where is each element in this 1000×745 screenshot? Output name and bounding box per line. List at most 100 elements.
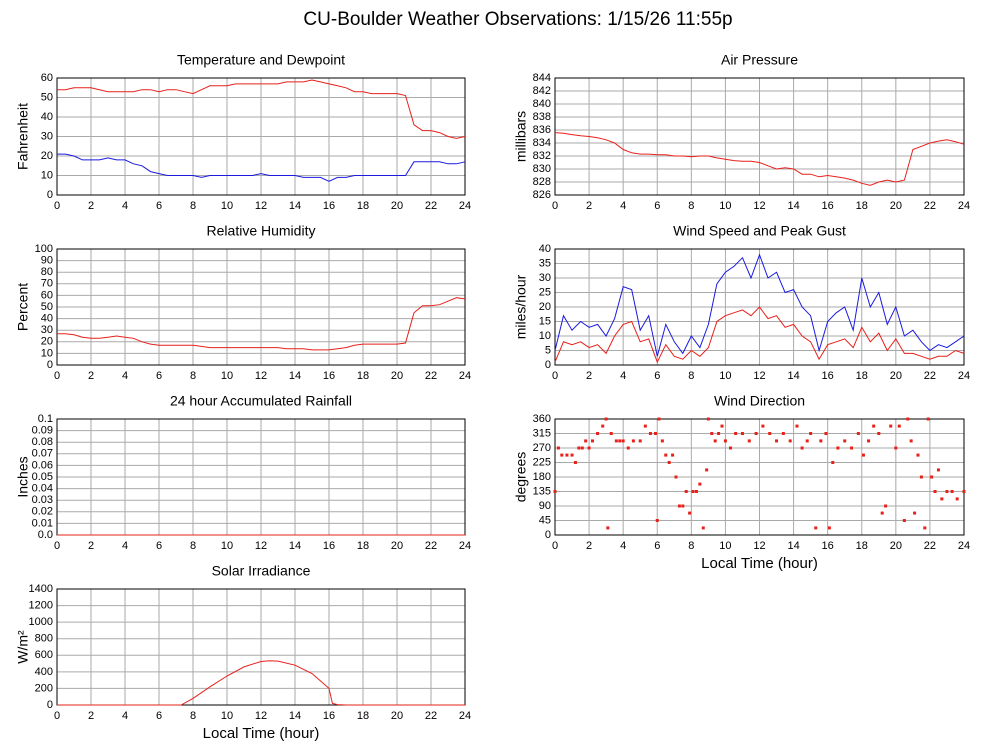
x-tick-label: 6 bbox=[654, 370, 660, 382]
data-point bbox=[902, 519, 906, 522]
x-tick-label: 20 bbox=[391, 200, 403, 212]
x-tick-label: 16 bbox=[323, 540, 335, 552]
y-tick-label: 0.04 bbox=[32, 483, 53, 495]
y-tick-label: 832 bbox=[533, 150, 551, 162]
x-tick-label: 2 bbox=[88, 200, 94, 212]
data-point bbox=[664, 453, 668, 457]
x-tick-label: 18 bbox=[357, 710, 369, 722]
y-tick-label: 0.1 bbox=[38, 413, 53, 425]
data-point bbox=[573, 461, 577, 464]
y-tick-label: 836 bbox=[533, 124, 551, 136]
y-tick-label: 45 bbox=[539, 514, 551, 526]
data-point bbox=[889, 424, 893, 428]
x-tick-label: 16 bbox=[822, 370, 834, 382]
data-point bbox=[936, 468, 940, 472]
data-point bbox=[775, 439, 779, 443]
data-point bbox=[945, 490, 949, 493]
y-tick-label: 60 bbox=[41, 289, 53, 301]
data-point bbox=[897, 424, 901, 428]
x-tick-label: 20 bbox=[890, 200, 902, 212]
data-point bbox=[604, 417, 608, 421]
plot-frame bbox=[554, 418, 965, 536]
x-tick-label: 8 bbox=[190, 710, 196, 722]
plot-frame bbox=[56, 588, 466, 706]
x-tick-label: 18 bbox=[856, 370, 868, 382]
data-point bbox=[781, 432, 785, 435]
y-tick-label: 100 bbox=[35, 243, 53, 255]
data-point bbox=[877, 432, 881, 435]
x-tick-label: 24 bbox=[958, 540, 970, 552]
panel-title: Solar Irradiance bbox=[212, 563, 311, 579]
x-tick-label: 8 bbox=[190, 370, 196, 382]
data-point bbox=[556, 446, 560, 450]
y-tick-label: 0.06 bbox=[32, 459, 53, 471]
y-tick-label: 30 bbox=[41, 324, 53, 336]
data-point bbox=[648, 432, 652, 435]
x-tick-label: 24 bbox=[459, 370, 471, 382]
data-point bbox=[962, 490, 966, 493]
x-tick-label: 22 bbox=[425, 370, 437, 382]
page-title: CU-Boulder Weather Observations: 1/15/26… bbox=[303, 9, 732, 30]
data-point bbox=[684, 490, 688, 493]
x-tick-label: 0 bbox=[54, 710, 60, 722]
data-point bbox=[601, 424, 605, 428]
y-tick-label: 830 bbox=[533, 163, 551, 175]
x-tick-label: 6 bbox=[156, 710, 162, 722]
x-tick-label: 10 bbox=[221, 200, 233, 212]
panel-title: Temperature and Dewpoint bbox=[177, 52, 345, 68]
x-tick-label: 6 bbox=[654, 200, 660, 212]
y-tick-label: 315 bbox=[533, 427, 551, 439]
data-point bbox=[618, 439, 622, 443]
y-tick-label: 0.07 bbox=[32, 448, 53, 460]
data-point bbox=[643, 424, 647, 428]
data-point bbox=[916, 453, 920, 457]
data-point bbox=[691, 490, 695, 493]
panel-title: Relative Humidity bbox=[207, 223, 316, 239]
y-tick-label: 0.05 bbox=[32, 471, 53, 483]
data-line bbox=[554, 306, 965, 364]
y-tick-label: 834 bbox=[533, 137, 551, 149]
data-point bbox=[930, 475, 934, 479]
data-point bbox=[805, 439, 809, 443]
y-tick-label: 10 bbox=[41, 347, 53, 359]
y-tick-label: 10 bbox=[539, 330, 551, 342]
x-tick-label: 0 bbox=[552, 370, 558, 382]
x-tick-label: 14 bbox=[289, 200, 301, 212]
data-point bbox=[621, 439, 625, 443]
x-tick-label: 12 bbox=[255, 200, 267, 212]
data-point bbox=[717, 432, 721, 435]
y-tick-label: 1400 bbox=[29, 583, 53, 595]
panel-title: 24 hour Accumulated Rainfall bbox=[170, 393, 352, 409]
x-tick-label: 8 bbox=[190, 540, 196, 552]
data-point bbox=[705, 468, 709, 472]
data-point bbox=[827, 526, 831, 530]
y-tick-label: 25 bbox=[539, 286, 551, 298]
x-tick-label: 6 bbox=[654, 540, 660, 552]
y-tick-label: 90 bbox=[41, 255, 53, 267]
y-tick-label: 30 bbox=[41, 130, 53, 142]
x-tick-label: 0 bbox=[552, 200, 558, 212]
x-tick-label: 18 bbox=[357, 200, 369, 212]
y-tick-label: 225 bbox=[533, 456, 551, 468]
x-tick-label: 14 bbox=[787, 370, 799, 382]
x-tick-label: 16 bbox=[822, 200, 834, 212]
data-point bbox=[747, 439, 751, 443]
x-tick-label: 12 bbox=[753, 540, 765, 552]
x-axis-label: Local Time (hour) bbox=[701, 555, 818, 572]
x-tick-label: 4 bbox=[122, 370, 128, 382]
x-tick-label: 8 bbox=[688, 370, 694, 382]
x-tick-label: 24 bbox=[958, 200, 970, 212]
x-tick-label: 10 bbox=[719, 200, 731, 212]
data-line bbox=[57, 297, 466, 351]
x-tick-label: 18 bbox=[856, 540, 868, 552]
y-tick-label: 0.02 bbox=[32, 506, 53, 518]
x-tick-label: 10 bbox=[221, 370, 233, 382]
data-point bbox=[955, 497, 959, 501]
y-tick-label: 20 bbox=[41, 150, 53, 162]
x-tick-label: 12 bbox=[753, 370, 765, 382]
y-tick-label: 180 bbox=[533, 471, 551, 483]
x-tick-label: 14 bbox=[289, 370, 301, 382]
x-tick-label: 6 bbox=[156, 370, 162, 382]
data-point bbox=[674, 475, 678, 479]
